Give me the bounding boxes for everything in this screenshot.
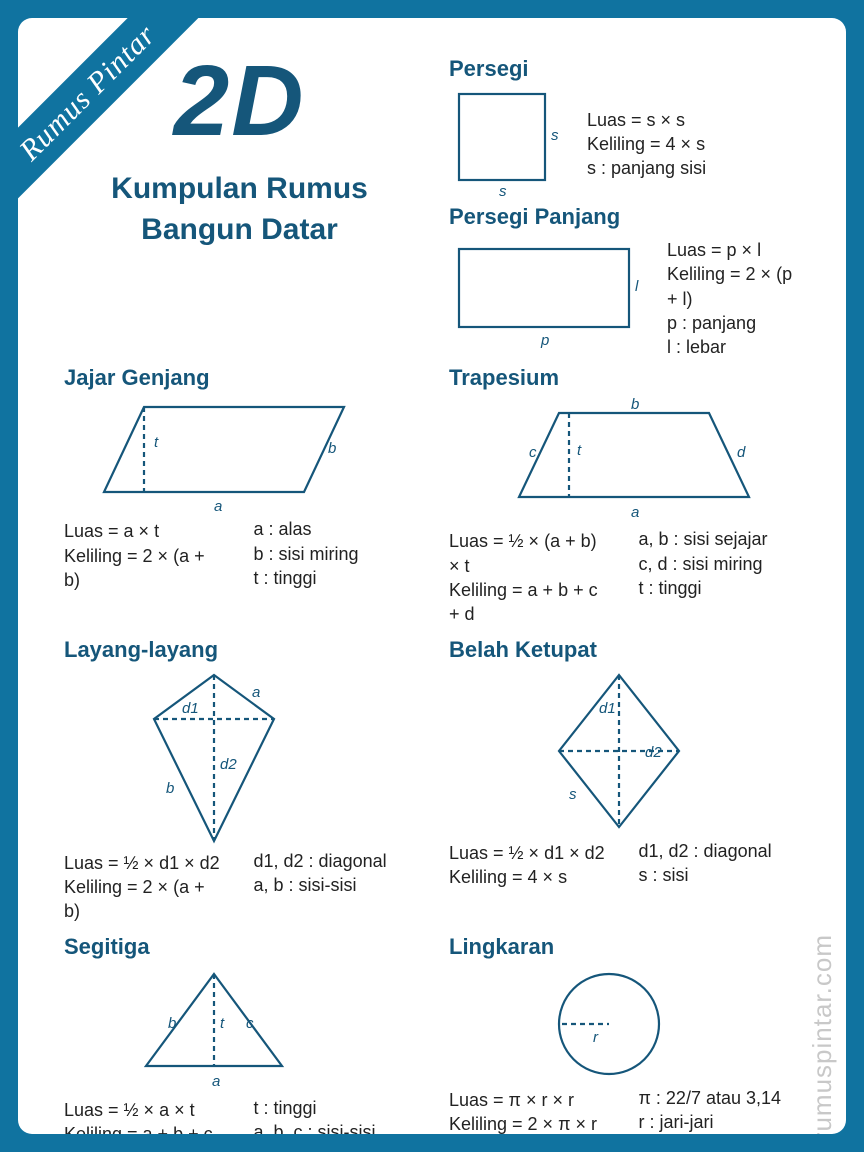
shape-layang: Layang-layang d1 d2 a b Luas = ½ × d1 × … (64, 637, 415, 924)
svg-text:d: d (737, 444, 746, 461)
kite-diagram: d1 d2 a b (64, 669, 415, 849)
ppanjang-formulas: Luas = p × l Keliling = 2 × (p + l) p : … (667, 238, 800, 359)
svg-text:b: b (166, 780, 174, 797)
svg-text:b: b (168, 1015, 176, 1032)
svg-text:t: t (154, 434, 159, 451)
svg-text:d1: d1 (182, 700, 199, 717)
svg-text:p: p (540, 332, 549, 349)
svg-text:a: a (214, 498, 222, 515)
shape-jajar-genjang: Jajar Genjang t b a Luas = a × t Kelilin… (64, 365, 415, 626)
parallelogram-diagram: t b a (64, 397, 415, 517)
svg-text:d2: d2 (220, 756, 237, 773)
shape-title: Layang-layang (64, 637, 415, 663)
shape-title: Trapesium (449, 365, 800, 391)
triangle-diagram: b t c a (64, 966, 415, 1096)
shape-trapesium: Trapesium b c t d a Luas = ½ × (a + b) ×… (449, 365, 800, 626)
shape-title: Jajar Genjang (64, 365, 415, 391)
svg-text:a: a (631, 504, 639, 521)
svg-text:b: b (631, 397, 639, 413)
rectangle-diagram: l p (449, 243, 649, 353)
shape-lingkaran: Lingkaran r Luas = π × r × r Keliling = … (449, 934, 800, 1134)
svg-text:s: s (499, 183, 507, 198)
svg-text:s: s (551, 127, 559, 144)
square-diagram: s s (449, 88, 569, 198)
svg-text:a: a (212, 1073, 220, 1090)
circle-diagram: r (449, 966, 800, 1086)
svg-text:a: a (252, 684, 260, 701)
shape-persegi: Persegi s s Luas = s × s Keliling = 4 × … (449, 56, 800, 198)
subtitle: Kumpulan Rumus Bangun Datar (64, 169, 415, 250)
rhombus-diagram: d1 d2 s (449, 669, 800, 839)
trapezoid-diagram: b c t d a (449, 397, 800, 527)
shape-belah-ketupat: Belah Ketupat d1 d2 s Luas = ½ × d1 × d2… (449, 637, 800, 924)
svg-text:c: c (529, 444, 537, 461)
svg-text:r: r (593, 1029, 599, 1046)
shape-title: Belah Ketupat (449, 637, 800, 663)
shape-persegi-panjang: Persegi Panjang l p Luas = p × l Kelilin… (449, 204, 800, 359)
shape-segitiga: Segitiga b t c a Luas = ½ × a × t Kelili… (64, 934, 415, 1134)
persegi-formulas: Luas = s × s Keliling = 4 × s s : panjan… (587, 108, 706, 181)
svg-text:d2: d2 (645, 744, 662, 761)
svg-text:l: l (635, 278, 639, 295)
svg-text:s: s (569, 786, 577, 803)
sheet: Rumus Pintar rumuspintar.com 2D Kumpulan… (18, 18, 846, 1134)
shape-title: Persegi (449, 56, 800, 82)
shape-title: Segitiga (64, 934, 415, 960)
svg-text:t: t (577, 442, 582, 459)
svg-text:c: c (246, 1015, 254, 1032)
svg-text:d1: d1 (599, 700, 616, 717)
shape-title: Lingkaran (449, 934, 800, 960)
brand-watermark: rumuspintar.com (807, 934, 838, 1134)
svg-text:b: b (328, 440, 336, 457)
shape-title: Persegi Panjang (449, 204, 800, 230)
svg-text:t: t (220, 1015, 225, 1032)
